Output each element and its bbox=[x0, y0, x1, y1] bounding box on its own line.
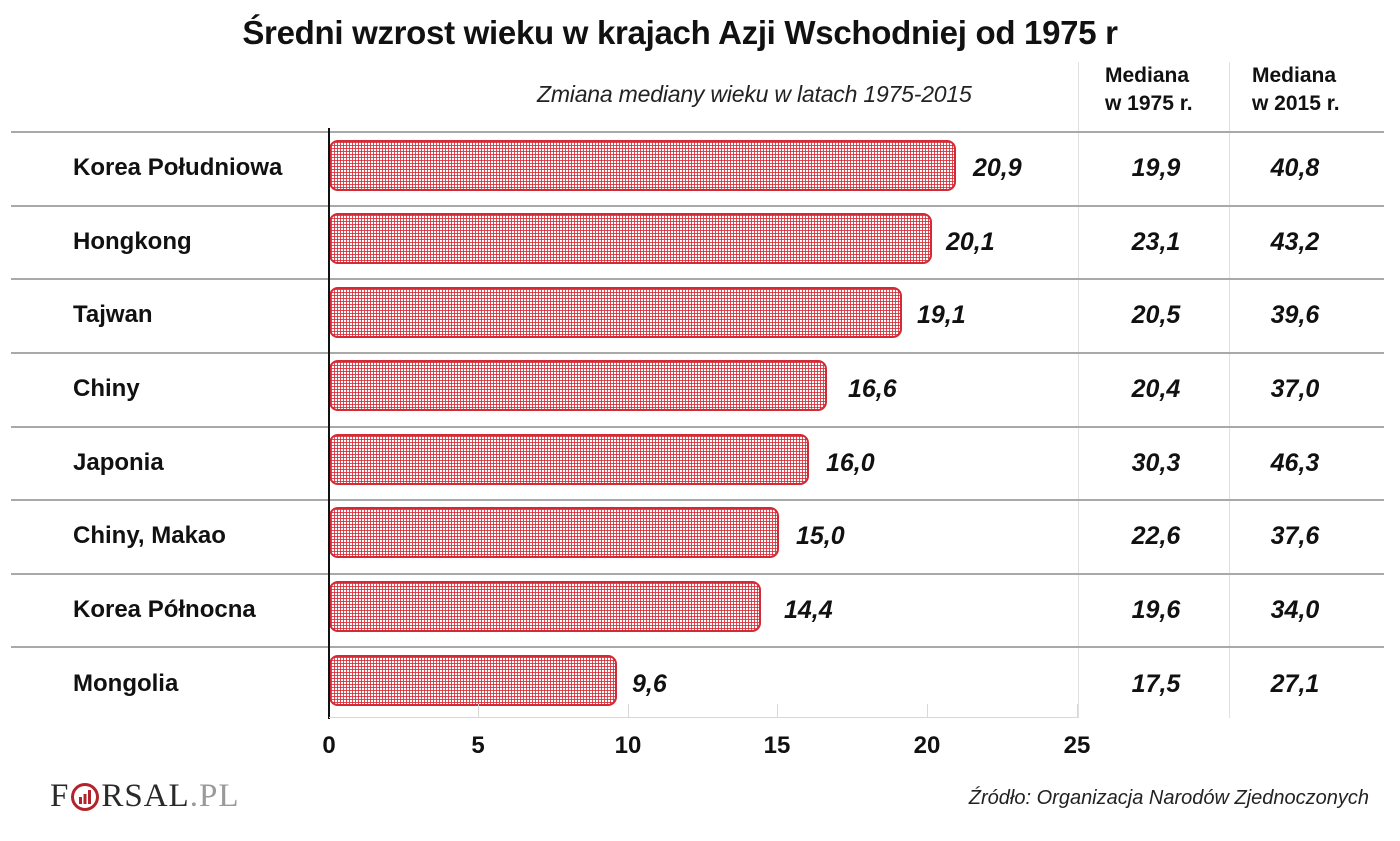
bar bbox=[329, 507, 779, 558]
country-label: Korea Północna bbox=[73, 596, 256, 623]
x-axis-tick-label: 5 bbox=[471, 732, 485, 759]
column-divider bbox=[1078, 62, 1079, 718]
x-axis-tick bbox=[927, 704, 928, 718]
chart-subtitle: Zmiana mediany wieku w latach 1975-2015 bbox=[537, 81, 972, 107]
median-2015-cell: 46,3 bbox=[1270, 449, 1320, 477]
x-axis-tick-label: 25 bbox=[1063, 732, 1091, 759]
x-axis-tick bbox=[1077, 704, 1078, 718]
column-header-line: Mediana bbox=[1252, 64, 1337, 87]
bar-value-label: 16,6 bbox=[848, 375, 897, 403]
median-2015-cell: 39,6 bbox=[1270, 301, 1320, 329]
column-header-median-2015: Mediana w 2015 r. bbox=[1252, 62, 1340, 118]
row-divider bbox=[11, 573, 1384, 575]
x-axis-tick bbox=[777, 704, 778, 718]
bar bbox=[329, 287, 902, 338]
country-label: Chiny, Makao bbox=[73, 522, 226, 549]
median-1975-cell: 17,5 bbox=[1131, 670, 1181, 698]
country-label: Hongkong bbox=[73, 228, 192, 255]
bar bbox=[329, 581, 761, 632]
median-1975-cell: 20,4 bbox=[1131, 375, 1181, 403]
x-axis-tick-label: 10 bbox=[614, 732, 642, 759]
median-2015-cell: 40,8 bbox=[1270, 154, 1320, 182]
country-label: Mongolia bbox=[73, 670, 179, 697]
source-note: Źródło: Organizacja Narodów Zjednoczonyc… bbox=[968, 787, 1369, 809]
column-header-median-1975: Mediana w 1975 r. bbox=[1105, 62, 1193, 118]
bar bbox=[329, 655, 617, 706]
x-axis-tick-label: 20 bbox=[913, 732, 941, 759]
forsal-logo: F RSAL .PL bbox=[50, 778, 239, 815]
bar bbox=[329, 140, 956, 191]
country-label: Japonia bbox=[73, 449, 164, 476]
y-axis-line bbox=[328, 128, 330, 719]
bar bbox=[329, 434, 809, 485]
country-label: Korea Południowa bbox=[73, 154, 283, 181]
row-divider bbox=[11, 646, 1384, 648]
bar-value-label: 14,4 bbox=[784, 596, 833, 624]
row-divider bbox=[11, 499, 1384, 501]
bar bbox=[329, 360, 827, 411]
bar-value-label: 20,1 bbox=[946, 228, 995, 256]
logo-domain: .PL bbox=[189, 778, 240, 814]
median-1975-cell: 23,1 bbox=[1131, 228, 1181, 256]
x-axis-tick-label: 0 bbox=[322, 732, 336, 759]
median-2015-cell: 27,1 bbox=[1270, 670, 1320, 698]
median-2015-cell: 37,0 bbox=[1270, 375, 1320, 403]
column-divider bbox=[1229, 62, 1230, 718]
bar-value-label: 19,1 bbox=[917, 301, 966, 329]
row-divider bbox=[11, 278, 1384, 280]
column-header-line: w 1975 r. bbox=[1105, 92, 1193, 115]
bar-value-label: 9,6 bbox=[632, 670, 667, 698]
bar bbox=[329, 213, 932, 264]
median-1975-cell: 20,5 bbox=[1131, 301, 1181, 329]
column-header-line: Mediana bbox=[1105, 64, 1190, 87]
row-divider bbox=[11, 205, 1384, 207]
chart-title: Średni wzrost wieku w krajach Azji Wscho… bbox=[242, 14, 1118, 51]
column-header-line: w 2015 r. bbox=[1252, 92, 1340, 115]
x-axis-tick-label: 15 bbox=[763, 732, 791, 759]
median-1975-cell: 30,3 bbox=[1131, 449, 1181, 477]
median-2015-cell: 37,6 bbox=[1270, 522, 1320, 550]
row-divider bbox=[11, 131, 1384, 133]
x-axis-tick bbox=[628, 704, 629, 718]
logo-text: F bbox=[50, 778, 70, 814]
logo-text: RSAL bbox=[101, 778, 190, 814]
median-1975-cell: 19,9 bbox=[1131, 154, 1181, 182]
median-2015-cell: 34,0 bbox=[1270, 596, 1320, 624]
country-label: Chiny bbox=[73, 375, 140, 402]
bar-value-label: 16,0 bbox=[826, 449, 875, 477]
x-axis-baseline bbox=[329, 717, 1079, 718]
row-divider bbox=[11, 426, 1384, 428]
country-label: Tajwan bbox=[73, 301, 153, 328]
median-1975-cell: 22,6 bbox=[1131, 522, 1181, 550]
x-axis-tick bbox=[478, 704, 479, 718]
bar-value-label: 15,0 bbox=[796, 522, 845, 550]
bar-value-label: 20,9 bbox=[973, 154, 1022, 182]
bar-chart-circle-icon bbox=[70, 782, 100, 812]
row-divider bbox=[11, 352, 1384, 354]
median-2015-cell: 43,2 bbox=[1270, 228, 1320, 256]
median-1975-cell: 19,6 bbox=[1131, 596, 1181, 624]
